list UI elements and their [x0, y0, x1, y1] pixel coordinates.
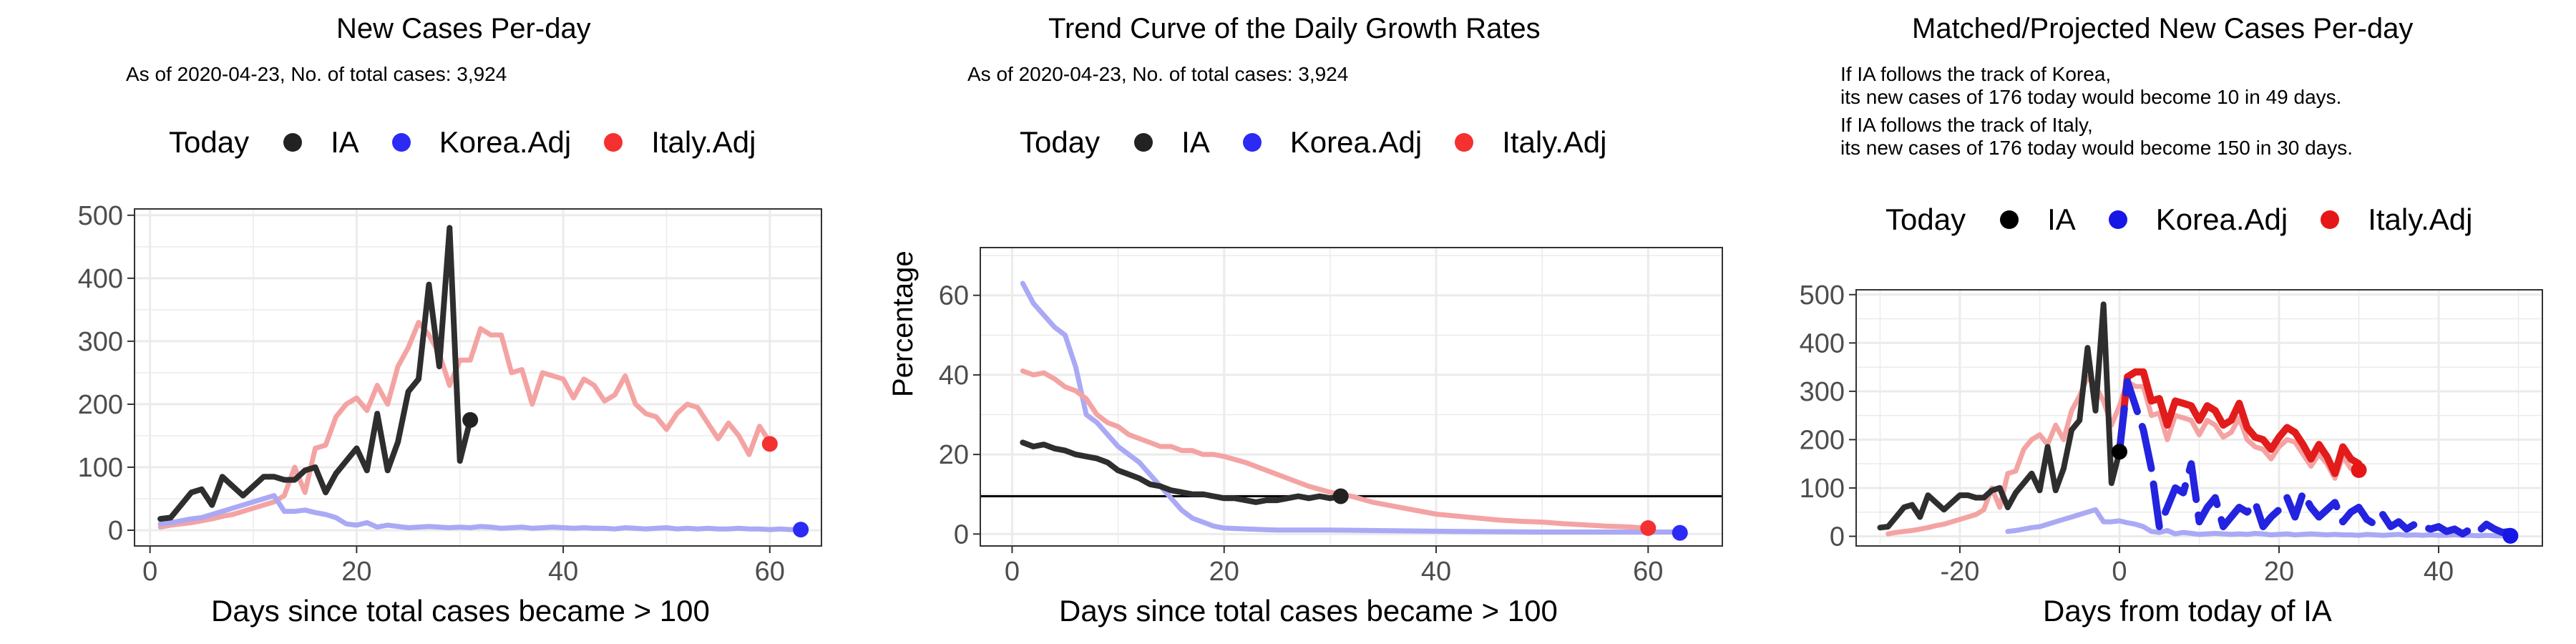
chart-3-legend-korea: Korea.Adj — [2108, 203, 2288, 237]
x-tick-label: 0 — [142, 557, 157, 587]
chart-1-legend-title: Today — [169, 125, 250, 159]
today-point-italy-adj — [1640, 519, 1657, 536]
series-line-ia — [1020, 439, 1344, 505]
chart-2-xlabel: Days since total cases became > 100 — [1059, 594, 1558, 628]
chart-1-legend-ia: IA — [283, 125, 359, 160]
chart-2-legend-ia: IA — [1134, 125, 1210, 160]
chart-2-legend: Today IA Korea.Adj Italy.Adj — [1020, 125, 1640, 160]
legend-dot-icon — [2000, 210, 2019, 229]
today-point-korea-adj — [1672, 525, 1688, 541]
series-line-korea-adj — [157, 493, 804, 532]
legend-dot-icon — [604, 133, 623, 152]
chart-3-subtitle-line-2: its new cases of 176 today would become … — [1840, 86, 2342, 108]
chart-3-subtitle-line-4: its new cases of 176 today would become … — [1840, 137, 2353, 159]
chart-1-xlabel: Days since total cases became > 100 — [211, 594, 710, 628]
y-tick-label: 0 — [1830, 522, 1845, 552]
chart-3-legend-ia-label: IA — [2047, 203, 2076, 236]
legend-dot-icon — [283, 133, 303, 152]
chart-3-legend: Today IA Korea.Adj Italy.Adj — [1885, 203, 2506, 237]
today-point-italy-adj — [2351, 462, 2367, 478]
chart-3-title: Matched/Projected New Cases Per-day — [1912, 13, 2414, 44]
today-point-italy-adj — [761, 436, 778, 452]
chart-3-legend-ia: IA — [2000, 203, 2076, 237]
y-tick-label: 500 — [78, 201, 123, 231]
today-point-korea-adj — [2502, 527, 2519, 544]
panel-border — [1855, 289, 2543, 547]
chart-3-legend-italy: Italy.Adj — [2321, 203, 2473, 237]
chart-2-title: Trend Curve of the Daily Growth Rates — [1048, 13, 1541, 44]
series-line-korea-adj-matched- — [2005, 507, 2122, 535]
x-tick-label: -20 — [1941, 557, 1980, 587]
y-tick-label: 500 — [1800, 280, 1845, 311]
legend-dot-icon — [391, 133, 411, 152]
panel-border — [980, 247, 1723, 547]
y-tick-label: 100 — [1800, 474, 1845, 504]
series-line-italy-adj — [1020, 368, 1651, 531]
chart-2-legend-title: Today — [1020, 125, 1101, 159]
x-tick-label: 40 — [548, 557, 578, 587]
series-line-italy-adj — [157, 320, 773, 530]
y-tick-label: 100 — [78, 453, 123, 483]
chart-3-subtitle-line-3: If IA follows the track of Italy, — [1840, 114, 2093, 136]
y-tick-label: 0 — [954, 519, 969, 550]
y-tick-label: 60 — [939, 281, 969, 311]
chart-2-legend-korea: Korea.Adj — [1242, 125, 1423, 160]
chart-1-legend: Today IA Korea.Adj Italy.Adj — [169, 125, 789, 160]
y-tick-label: 40 — [939, 361, 969, 391]
y-tick-label: 200 — [78, 390, 123, 420]
series-line-korea-adj — [1020, 280, 1683, 535]
x-tick-label: 60 — [755, 557, 785, 587]
chart-3-legend-korea-label: Korea.Adj — [2155, 203, 2288, 236]
chart-2-legend-ia-label: IA — [1181, 125, 1210, 159]
x-tick-label: 0 — [2112, 557, 2127, 587]
y-tick-label: 300 — [78, 327, 123, 357]
x-tick-label: 20 — [2264, 557, 2294, 587]
x-tick-label: 40 — [1421, 557, 1451, 587]
chart-1-title: New Cases Per-day — [336, 13, 591, 44]
today-point-ia — [1332, 488, 1349, 504]
y-tick-label: 0 — [108, 516, 123, 546]
chart-1-legend-korea: Korea.Adj — [391, 125, 572, 160]
x-tick-label: 60 — [1633, 557, 1663, 587]
chart-1-legend-italy: Italy.Adj — [604, 125, 756, 160]
series-line-italy-adj-projected- — [2117, 379, 2361, 481]
today-point-korea-adj — [793, 522, 809, 538]
panel-border — [134, 208, 822, 547]
y-tick-label: 200 — [1800, 425, 1845, 455]
x-tick-label: 20 — [1209, 557, 1239, 587]
x-tick-label: 40 — [2424, 557, 2454, 587]
chart-2-legend-italy-label: Italy.Adj — [1502, 125, 1607, 159]
chart-1-legend-ia-label: IA — [331, 125, 359, 159]
legend-dot-icon — [1242, 133, 1262, 152]
x-tick-label: 20 — [341, 557, 371, 587]
legend-dot-icon — [2108, 210, 2127, 229]
y-tick-label: 400 — [1800, 328, 1845, 358]
series-line-italy-adj-projection — [2116, 368, 2363, 477]
today-point-ia — [462, 411, 479, 428]
y-tick-label: 300 — [1800, 377, 1845, 407]
series-line-korea-adj-projection — [2116, 378, 2514, 538]
x-tick-label: 0 — [1005, 557, 1020, 587]
chart-3-legend-title: Today — [1885, 203, 1966, 236]
chart-1-legend-italy-label: Italy.Adj — [651, 125, 756, 159]
legend-dot-icon — [1134, 133, 1153, 152]
chart-1-subtitle: As of 2020-04-23, No. of total cases: 3,… — [126, 63, 507, 85]
chart-3-xlabel: Days from today of IA — [2043, 594, 2332, 628]
chart-2-legend-italy: Italy.Adj — [1455, 125, 1607, 160]
series-line-ia — [157, 225, 474, 522]
chart-2-subtitle: As of 2020-04-23, No. of total cases: 3,… — [967, 63, 1349, 85]
series-line-korea-adj-projected- — [2117, 518, 2513, 539]
y-tick-label: 400 — [78, 264, 123, 294]
legend-dot-icon — [2321, 210, 2340, 229]
y-tick-label: 20 — [939, 440, 969, 470]
series-line-ia — [1877, 301, 2122, 531]
legend-dot-icon — [1455, 133, 1474, 152]
chart-2-legend-korea-label: Korea.Adj — [1289, 125, 1423, 159]
chart-1-legend-korea-label: Korea.Adj — [439, 125, 572, 159]
chart-3-subtitle-line-1: If IA follows the track of Korea, — [1840, 63, 2112, 85]
chart-3-legend-italy-label: Italy.Adj — [2368, 203, 2473, 236]
today-point-ia — [2111, 444, 2127, 460]
